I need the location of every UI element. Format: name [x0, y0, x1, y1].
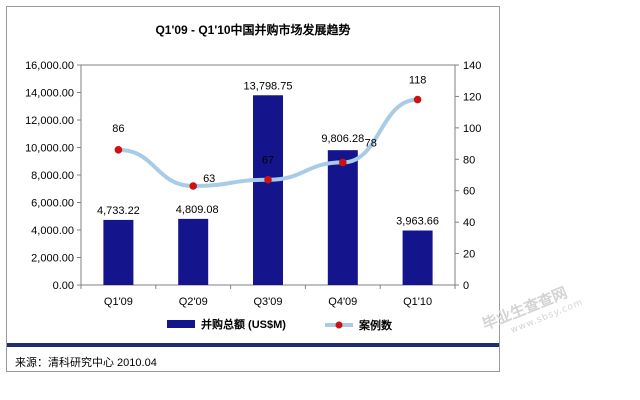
y-right-tick-label: 40: [463, 217, 475, 229]
y-left-tick-label: 12,000.00: [25, 115, 74, 127]
y-left-tick-label: 6,000.00: [31, 198, 74, 210]
source-note: 来源：清科研究中心 2010.04: [15, 357, 157, 369]
bar-data-label: 3,963.66: [396, 215, 439, 227]
y-right-tick-label: 60: [463, 186, 475, 198]
line-point: [413, 95, 422, 104]
line-data-label: 118: [409, 75, 427, 87]
bar-data-label: 9,806.28: [321, 133, 364, 145]
line-point: [189, 182, 197, 190]
line-point: [264, 175, 272, 184]
line-data-label: 86: [112, 123, 124, 135]
source-divider: [7, 343, 499, 347]
y-right-tick-label: 80: [463, 154, 475, 166]
bar: [327, 150, 358, 285]
bar-data-label: 4,809.08: [176, 204, 219, 216]
x-tick-label: Q2'09: [179, 296, 208, 308]
bar-data-label: 4,733.22: [97, 205, 140, 217]
y-right-tick-label: 20: [463, 249, 475, 261]
y-left-tick-label: 14,000.00: [25, 88, 74, 100]
bar-data-label: 13,798.75: [244, 80, 293, 92]
legend-line-label: 案例数: [358, 318, 393, 332]
y-right-tick-label: 0: [463, 280, 469, 292]
line-data-label: 63: [203, 173, 215, 185]
legend-bar-label: 并购总额 (US$M): [201, 317, 286, 331]
y-left-tick-label: 0.00: [53, 280, 74, 292]
chart-title: Q1'09 - Q1'10中国并购市场发展趋势: [155, 23, 351, 37]
y-right-tick-label: 100: [463, 123, 481, 135]
y-left-tick-label: 10,000.00: [25, 143, 74, 155]
y-left-tick-label: 2,000.00: [31, 253, 74, 265]
bar: [178, 218, 209, 285]
chart-frame: Q1'09 - Q1'10中国并购市场发展趋势 0.00 2,000.00 4,00…: [6, 6, 500, 372]
x-tick-label: Q4'09: [328, 296, 357, 308]
line-data-label: 78: [365, 137, 377, 149]
y-right-tick-label: 120: [463, 91, 481, 103]
bar: [402, 230, 433, 285]
legend-bar-swatch: [167, 320, 195, 328]
legend-line-marker: [335, 321, 343, 329]
y-left-tick-label: 4,000.00: [31, 225, 74, 237]
line-point: [114, 146, 123, 154]
x-tick-label: Q1'09: [104, 296, 133, 308]
bar: [253, 95, 283, 286]
watermark: 毕业生查查网 www.sbsy.com: [480, 258, 640, 348]
line-data-label: 67: [262, 155, 274, 167]
bar: [103, 219, 134, 285]
x-tick-label: Q3'09: [253, 296, 282, 308]
y-left-tick-label: 8,000.00: [31, 170, 74, 182]
line-point: [339, 158, 347, 167]
chart-svg: 0.00 2,000.00 4,000.00 6,000.00 8,000.00 10,0…: [25, 60, 481, 332]
y-right-tick-label: 140: [463, 60, 481, 72]
y-left-tick-label: 16,000.00: [25, 60, 74, 72]
x-tick-label: Q1'10: [403, 296, 432, 308]
